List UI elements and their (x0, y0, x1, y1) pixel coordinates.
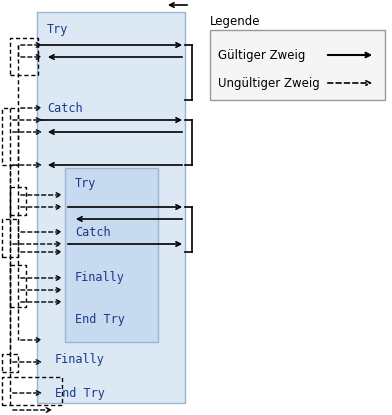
Bar (10, 187, 26, 215)
Text: End Try: End Try (75, 313, 125, 327)
Text: Gültiger Zweig: Gültiger Zweig (218, 49, 305, 61)
Text: Catch: Catch (75, 225, 111, 239)
Text: Ungültiger Zweig: Ungültiger Zweig (218, 76, 320, 90)
Bar (2, 377, 62, 405)
Bar (210, 30, 385, 100)
Bar (65, 168, 158, 342)
Bar (10, 265, 26, 307)
Bar (10, 38, 38, 75)
Text: Finally: Finally (75, 271, 125, 285)
Text: Try: Try (75, 176, 96, 190)
Text: End Try: End Try (55, 386, 105, 400)
Bar (37, 12, 185, 403)
Text: Catch: Catch (47, 102, 83, 115)
Text: Try: Try (47, 24, 68, 37)
Bar (2, 219, 18, 257)
Bar (2, 108, 18, 165)
Bar (2, 354, 18, 372)
Text: Legende: Legende (210, 15, 261, 28)
Text: Finally: Finally (55, 354, 105, 366)
